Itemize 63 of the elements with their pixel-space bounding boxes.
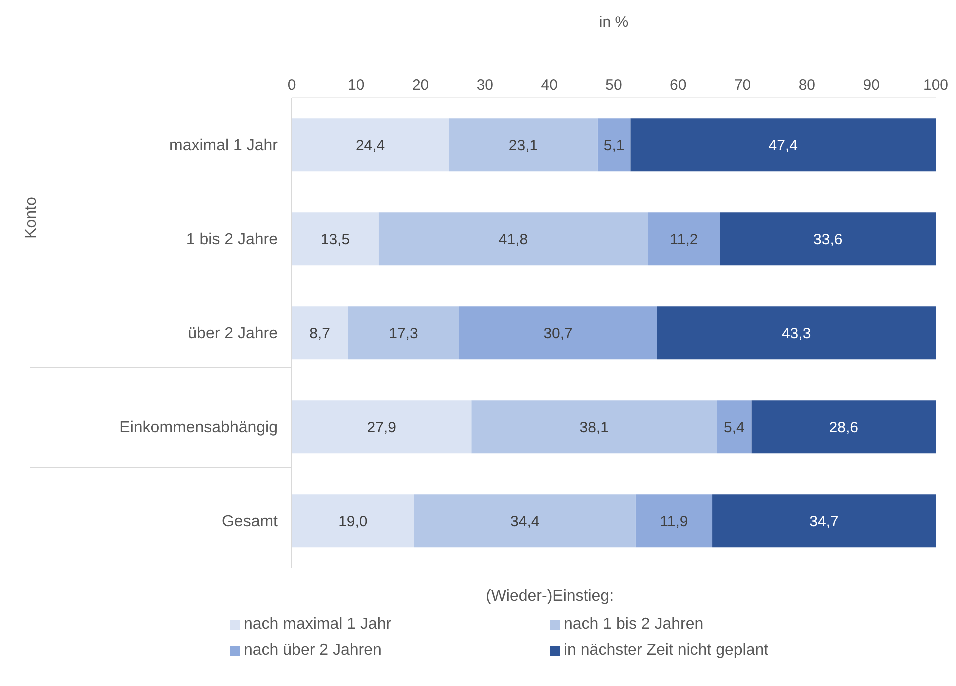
x-tick-label: 70 <box>734 77 752 94</box>
data-label: 38,1 <box>580 420 609 437</box>
data-label: 27,9 <box>367 420 396 437</box>
bar <box>717 400 752 454</box>
bar <box>459 306 658 360</box>
x-axis-title: in % <box>598 14 630 31</box>
bar <box>292 118 450 172</box>
legend-label: nach 1 bis 2 Jahren <box>564 616 704 634</box>
data-label: 23,1 <box>508 138 538 155</box>
bar <box>348 306 460 360</box>
data-label: 19,0 <box>338 514 368 531</box>
bar <box>472 400 718 454</box>
data-label: 5,4 <box>724 420 745 437</box>
bar <box>712 494 936 548</box>
bar <box>378 212 648 266</box>
bar <box>720 212 936 266</box>
data-label: 34,4 <box>510 514 540 531</box>
x-tick-label: 30 <box>476 77 494 94</box>
data-label: 17,3 <box>389 326 418 343</box>
x-tick-label: 20 <box>412 77 430 94</box>
x-tick-label: 90 <box>863 77 880 94</box>
legend-title: (Wieder-)Einstieg: <box>484 588 616 606</box>
bar <box>292 306 348 360</box>
x-tick-label: 80 <box>798 77 816 94</box>
bar <box>657 306 936 360</box>
y-axis-title: Konto <box>23 197 41 239</box>
data-label: 11,2 <box>670 232 698 249</box>
x-tick-label: 10 <box>348 77 365 94</box>
bar <box>648 212 720 266</box>
y-tick-label: Gesamt <box>222 514 279 531</box>
legend-label: nach maximal 1 Jahr <box>244 616 392 634</box>
bar <box>636 494 713 548</box>
data-label: 8,7 <box>310 326 330 343</box>
data-label: 43,3 <box>782 326 812 343</box>
data-label: 34,7 <box>810 514 839 531</box>
bar <box>752 400 936 454</box>
y-tick-label: maximal 1 Jahr <box>170 138 279 155</box>
data-label: 5,1 <box>604 138 625 155</box>
data-label: 24,4 <box>356 138 386 155</box>
bar <box>449 118 598 172</box>
y-tick-label: über 2 Jahre <box>188 326 278 343</box>
x-tick-label: 0 <box>288 77 296 94</box>
bar <box>414 494 636 548</box>
bar <box>292 400 472 454</box>
x-tick-label: 60 <box>670 77 687 94</box>
data-label: 30,7 <box>544 326 573 343</box>
data-label: 28,6 <box>829 420 859 437</box>
data-label: 11,9 <box>660 514 688 531</box>
legend-label: nach über 2 Jahren <box>244 642 382 660</box>
legend-label: in nächster Zeit nicht geplant <box>564 642 769 660</box>
bar <box>598 118 631 172</box>
x-tick-label: 40 <box>541 77 558 94</box>
bar <box>630 118 936 172</box>
bar <box>292 494 414 548</box>
data-label: 13,5 <box>320 232 350 249</box>
data-label: 41,8 <box>498 232 528 249</box>
y-tick-label: Einkommensabhängig <box>120 420 278 437</box>
x-tick-label: 50 <box>606 77 622 94</box>
bar <box>292 212 379 266</box>
y-tick-label: 1 bis 2 Jahre <box>186 232 278 249</box>
data-label: 33,6 <box>814 232 843 249</box>
x-tick-label: 100 <box>923 77 949 94</box>
data-label: 47,4 <box>768 138 798 155</box>
